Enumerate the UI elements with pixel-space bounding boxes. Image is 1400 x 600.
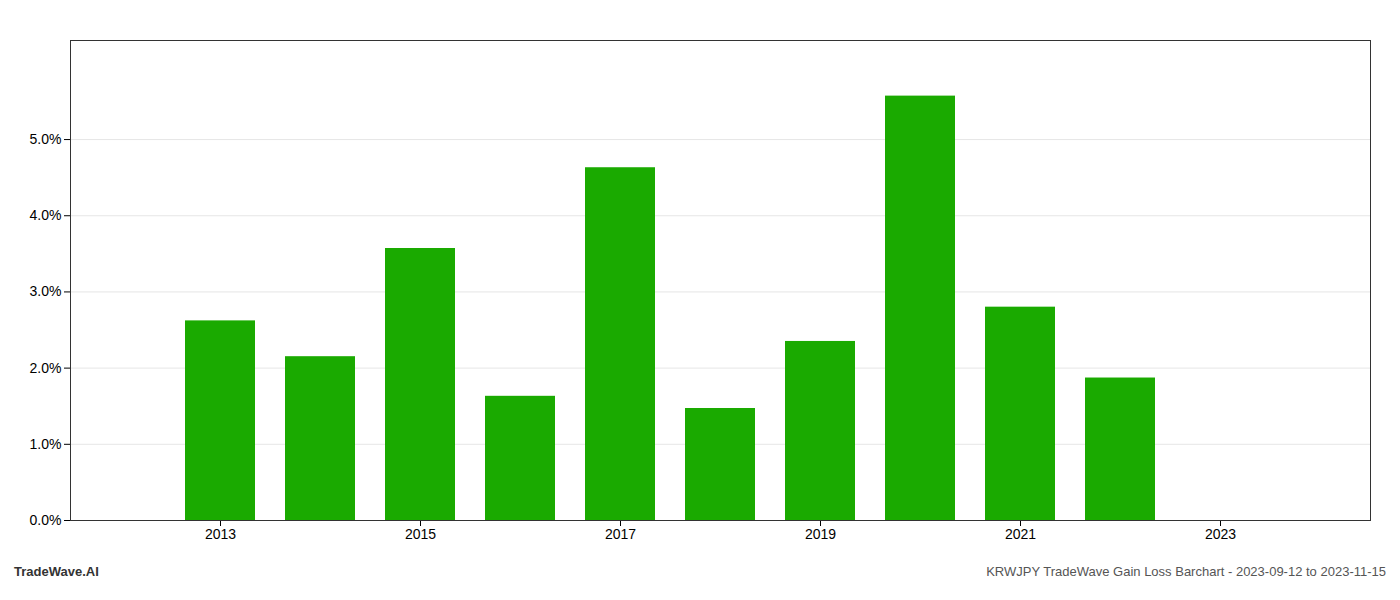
html-text:TradeWave.AI: TradeWave.AI	[14, 564, 99, 579]
svg-text:2.0%: 2.0%	[30, 360, 62, 376]
svg-text:1.0%: 1.0%	[30, 436, 62, 452]
svg-text:2017: 2017	[605, 526, 636, 542]
svg-text:2021: 2021	[1005, 526, 1036, 542]
svg-text:4.0%: 4.0%	[30, 207, 62, 223]
svg-text:3.0%: 3.0%	[30, 283, 62, 299]
svg-text:2023: 2023	[1205, 526, 1236, 542]
svg-text:2015: 2015	[405, 526, 436, 542]
html-text:KRWJPY TradeWave Gain Loss Bar: KRWJPY TradeWave Gain Loss Barchart - 20…	[986, 564, 1386, 579]
svg-text:0.0%: 0.0%	[30, 512, 62, 528]
svg-text:2019: 2019	[805, 526, 836, 542]
svg-text:2013: 2013	[205, 526, 236, 542]
svg-text:5.0%: 5.0%	[30, 131, 62, 147]
